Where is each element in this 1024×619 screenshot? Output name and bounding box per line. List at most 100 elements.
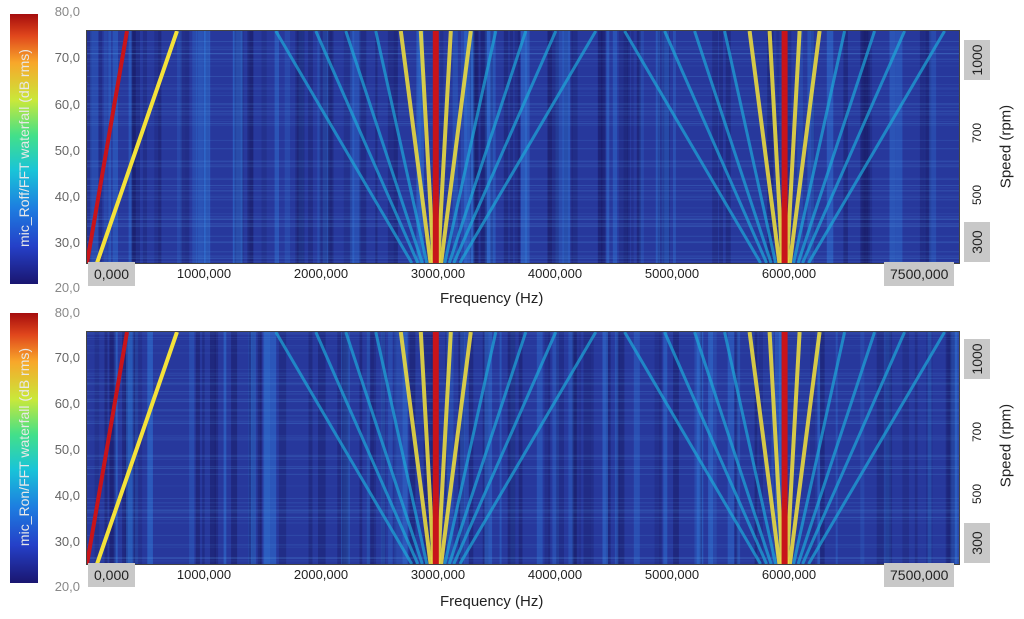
heatmap-texture	[657, 31, 660, 263]
heatmap-speed-line	[87, 199, 959, 201]
heatmap-speed-line	[87, 190, 959, 192]
heatmap-speed-line	[87, 53, 959, 55]
heatmap-speed-line	[87, 92, 959, 94]
heatmap-texture	[883, 332, 892, 564]
heatmap-texture	[786, 31, 792, 263]
heatmap-texture	[114, 332, 118, 564]
heatmap-texture	[547, 31, 556, 263]
waterfall-panel-top: mic_Roff/FFT waterfall (dB rms) 80,0 70,…	[0, 0, 1024, 307]
heatmap-texture	[810, 332, 816, 564]
heatmap-texture	[499, 332, 502, 564]
heatmap-speed-line	[87, 534, 959, 536]
heatmap-speed-line	[87, 435, 959, 437]
heatmap-speed-line	[87, 400, 959, 402]
colorbar	[10, 14, 38, 284]
heatmap-texture	[109, 332, 114, 564]
low-order-line	[95, 332, 179, 564]
heatmap-texture	[458, 332, 465, 564]
heatmap-texture	[633, 332, 640, 564]
order-line	[623, 31, 762, 263]
heatmap-speed-line	[87, 88, 959, 90]
waterfall-plot[interactable]	[86, 331, 960, 565]
heatmap-texture	[572, 332, 577, 564]
x-tick-min: 0,000	[88, 563, 136, 587]
heatmap-texture	[547, 31, 552, 263]
heatmap-speed-line	[87, 458, 959, 460]
order-line	[787, 31, 822, 263]
heatmap-texture	[180, 31, 186, 263]
heatmap-texture	[617, 332, 624, 564]
heatmap-speed-line	[87, 557, 959, 559]
heatmap-texture	[124, 332, 132, 564]
heatmap-texture	[353, 31, 361, 263]
heatmap-speed-line	[87, 415, 959, 417]
heatmap-texture	[416, 31, 424, 263]
heatmap-texture	[826, 31, 834, 263]
heatmap-texture	[709, 332, 717, 564]
heatmap-speed-line	[87, 224, 959, 226]
heatmap-texture	[518, 332, 523, 564]
heatmap-texture	[402, 332, 408, 564]
heatmap-texture	[473, 31, 479, 263]
heatmap-speed-line	[87, 235, 959, 237]
heatmap-speed-line	[87, 123, 959, 124]
heatmap-speed-line	[87, 118, 959, 120]
heatmap-speed-line	[87, 113, 959, 115]
heatmap-texture	[460, 31, 468, 263]
order-line	[623, 332, 762, 564]
heatmap-speed-line	[87, 410, 959, 412]
heatmap-texture	[514, 31, 520, 263]
x-tick: 6000,000	[761, 567, 817, 582]
heatmap-texture	[328, 31, 334, 263]
low-order-line	[95, 31, 179, 263]
heatmap-speed-line	[87, 251, 959, 253]
heatmap-texture	[90, 31, 99, 263]
order-line	[458, 31, 598, 263]
heatmap-texture	[929, 31, 937, 263]
heatmap-speed-line	[87, 518, 959, 520]
heatmap-texture	[296, 31, 305, 263]
heatmap-texture	[247, 31, 254, 263]
order-line	[796, 332, 877, 564]
colorbar-tick: 80,0	[54, 305, 80, 320]
heatmap-texture	[664, 31, 670, 263]
heatmap-texture	[536, 332, 543, 564]
heatmap-texture	[308, 31, 313, 263]
colorbar	[10, 313, 38, 583]
heatmap-texture	[147, 332, 153, 564]
heatmap-texture	[555, 31, 559, 263]
heatmap-texture	[758, 332, 763, 564]
x-tick: 2000,000	[293, 567, 349, 582]
order-line	[723, 31, 778, 263]
heatmap-texture	[274, 31, 279, 263]
order-line	[747, 31, 782, 263]
heatmap-texture	[393, 31, 398, 263]
heatmap-texture	[393, 332, 397, 564]
heatmap-speed-line	[87, 218, 959, 220]
waterfall-heatmap	[87, 31, 959, 263]
heatmap-texture	[631, 31, 634, 263]
heatmap-speed-line	[87, 544, 959, 546]
heatmap-speed-line	[87, 473, 959, 475]
order-line	[767, 332, 785, 564]
heatmap-texture	[598, 31, 605, 263]
heatmap-texture	[734, 332, 739, 564]
heatmap-texture	[590, 332, 594, 564]
colorbar-tick: 80,0	[54, 4, 80, 19]
heatmap-speed-line	[87, 255, 959, 257]
heatmap-speed-line	[87, 160, 959, 162]
heatmap-texture	[725, 31, 731, 263]
heatmap-speed-line	[87, 420, 959, 422]
waterfall-plot[interactable]	[86, 30, 960, 264]
heatmap-speed-line	[87, 178, 959, 180]
heatmap-texture	[614, 332, 619, 564]
order-line	[374, 31, 429, 263]
order-line	[344, 332, 424, 564]
heatmap-speed-line	[87, 148, 959, 150]
heatmap-texture	[950, 332, 958, 564]
heatmap-texture	[185, 31, 190, 263]
heatmap-texture	[264, 332, 270, 564]
heatmap-texture	[639, 31, 644, 263]
heatmap-texture	[719, 31, 723, 263]
order-line	[723, 332, 778, 564]
